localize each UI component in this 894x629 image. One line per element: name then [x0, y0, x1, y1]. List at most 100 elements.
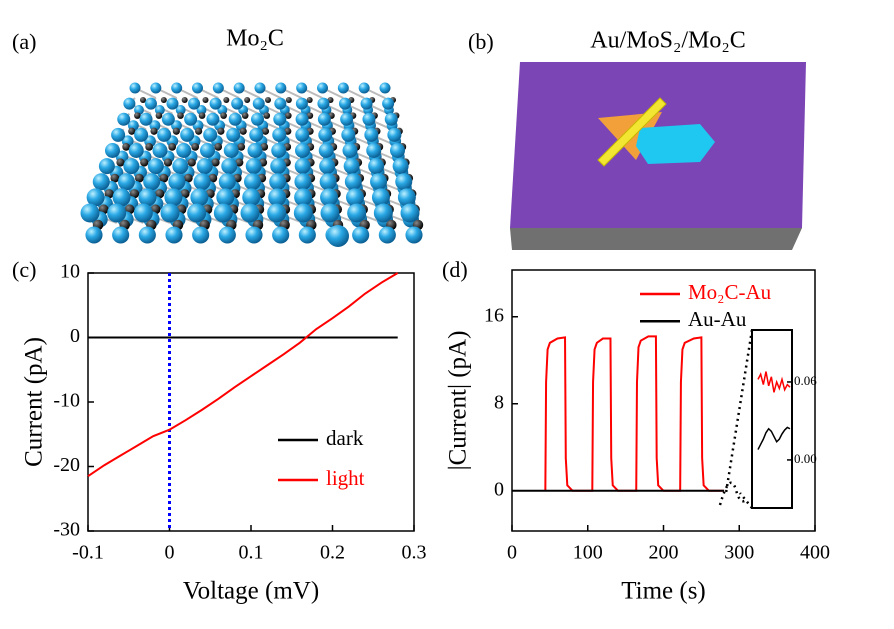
- mo-atom: [150, 82, 162, 94]
- x-axis-label: Time (s): [621, 578, 706, 605]
- carbon-atom: [139, 96, 147, 104]
- mo-atom: [275, 82, 287, 94]
- mo-atom: [295, 143, 310, 158]
- carbon-atom: [211, 158, 220, 167]
- mo-atom: [164, 188, 183, 207]
- mo-atom: [400, 203, 420, 223]
- mo-atom: [192, 226, 210, 244]
- mo-atom: [318, 143, 334, 158]
- mo-atom: [298, 226, 316, 244]
- mo-atom: [317, 97, 330, 110]
- carbon-atom: [187, 158, 196, 167]
- mo-atom: [171, 82, 183, 94]
- mo-atom: [105, 143, 120, 158]
- mo-atom: [123, 158, 140, 175]
- mo-atom: [272, 127, 287, 142]
- carbon-atom: [180, 189, 190, 199]
- panel-label: (b): [468, 29, 494, 54]
- mo-atom: [320, 188, 339, 207]
- mo-atom: [168, 173, 186, 191]
- mo-atom: [129, 82, 141, 94]
- carbon-atom: [110, 173, 120, 183]
- x-tick-label: -0.1: [72, 542, 104, 564]
- mo-atom: [98, 158, 115, 175]
- carbon-atom: [241, 112, 249, 119]
- carbon-atom: [104, 189, 114, 199]
- mo-atom: [144, 97, 157, 110]
- mo-atom: [112, 188, 131, 207]
- mo-atom: [252, 97, 265, 110]
- mo-atom: [272, 226, 290, 244]
- x-tick-label: 300: [724, 542, 754, 564]
- mo-atom: [318, 127, 333, 142]
- mo-atom: [172, 158, 189, 175]
- mo-atom: [245, 226, 263, 244]
- x-tick-label: 0: [507, 542, 517, 564]
- panel-label: (a): [12, 29, 36, 54]
- panel-title: Au/MoS₂/Mo₂C: [590, 28, 745, 54]
- mo-atom: [138, 188, 157, 207]
- mo-atom: [221, 158, 238, 175]
- mo-atom: [244, 173, 261, 191]
- carbon-atom: [202, 96, 209, 104]
- mo-atom: [107, 203, 127, 223]
- carbon-atom: [198, 112, 206, 119]
- mo-atom: [317, 112, 331, 126]
- carbon-atom: [260, 143, 269, 151]
- mo-atom: [319, 158, 336, 175]
- carbon-atom: [306, 96, 313, 104]
- mo-atom: [368, 158, 385, 175]
- mo-atom: [360, 97, 373, 110]
- carbon-atom: [177, 112, 184, 119]
- mo-atom: [317, 82, 328, 94]
- carbon-atom: [140, 158, 149, 167]
- mo-atom: [384, 112, 398, 126]
- mo-atom: [240, 203, 260, 223]
- carbon-atom: [220, 112, 227, 119]
- mo-atom: [209, 97, 222, 110]
- mo-atom: [296, 82, 308, 94]
- carbon-atom: [134, 112, 141, 119]
- mo-atom: [271, 143, 287, 158]
- mo-atom: [343, 158, 360, 175]
- carbon-atom: [195, 127, 203, 135]
- mo-atom: [295, 127, 310, 142]
- mo-atom: [268, 188, 287, 207]
- mo-atom: [213, 203, 233, 223]
- mo-atom: [319, 173, 337, 191]
- lattice-illustration: [80, 82, 424, 247]
- mo-atom: [218, 173, 236, 191]
- legend-label: dark: [326, 426, 364, 450]
- mo-atom: [370, 173, 388, 191]
- mo-atom: [86, 188, 105, 207]
- mo-atom: [134, 127, 149, 142]
- mo-atom: [379, 82, 391, 94]
- mo-atom: [138, 226, 156, 244]
- x-tick-label: 0.3: [402, 542, 427, 564]
- mo-atom: [133, 203, 153, 223]
- panel-label: (c): [12, 257, 36, 282]
- mo-atom: [152, 143, 168, 158]
- carbon-atom: [160, 96, 167, 104]
- inset-y-tick-label: 0.06: [794, 373, 817, 388]
- carbon-atom: [154, 189, 165, 199]
- device-illustration: [510, 62, 806, 250]
- mo-atom: [364, 127, 379, 142]
- series-line: [544, 335, 725, 492]
- mo-atom: [378, 226, 396, 244]
- mo-atom: [274, 97, 287, 110]
- y-axis-label: |Current| (pA): [445, 331, 472, 471]
- mo-atom: [190, 188, 209, 207]
- mo-atom: [160, 203, 180, 223]
- mo-atom: [358, 82, 370, 94]
- mo-atom: [251, 112, 264, 126]
- carbon-atom: [285, 96, 292, 104]
- mo-atom: [352, 226, 370, 244]
- plot-frame: [87, 272, 415, 532]
- mo-atom: [123, 97, 136, 110]
- carbon-atom: [134, 173, 144, 183]
- carbon-atom: [172, 127, 180, 135]
- x-axis-label: Voltage (mV): [183, 578, 319, 605]
